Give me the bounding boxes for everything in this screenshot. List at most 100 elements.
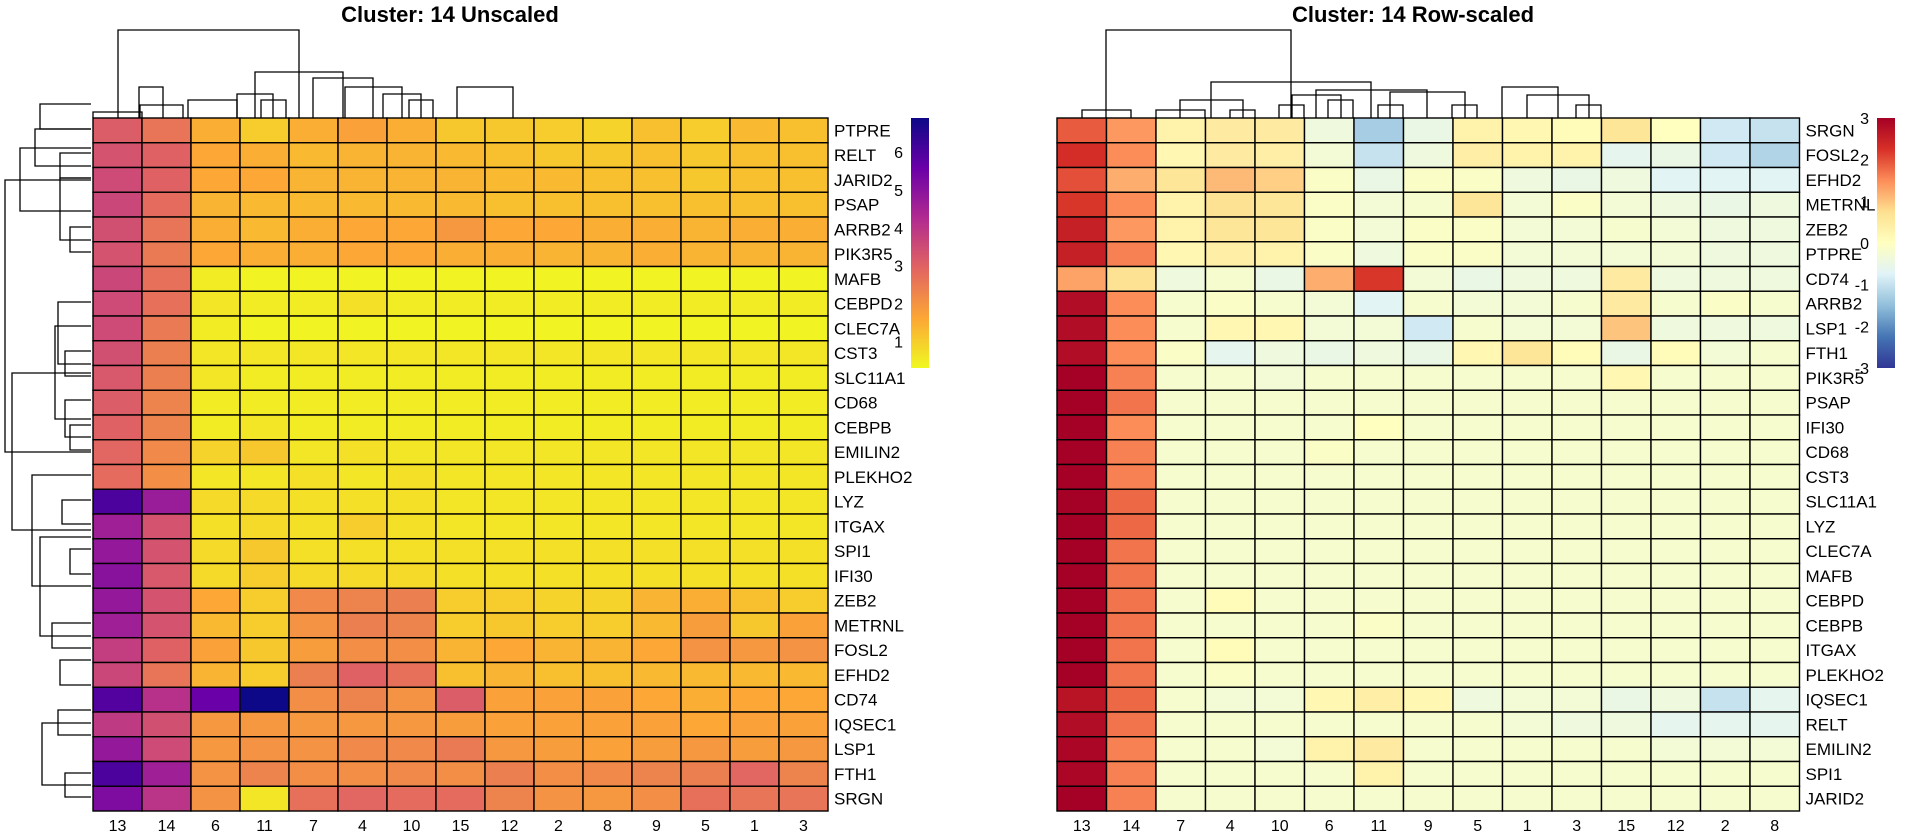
heatmap-cell [1353, 166, 1405, 193]
heatmap-cell [582, 340, 633, 367]
heatmap-cell [729, 439, 780, 466]
row-label: CST3 [834, 344, 877, 363]
heatmap-cell [435, 191, 486, 218]
heatmap-cell [239, 340, 290, 367]
heatmap-cell [190, 191, 241, 218]
row-label: PTPRE [834, 121, 891, 140]
heatmap-cell [533, 290, 584, 317]
heatmap-cell [1699, 389, 1751, 416]
heatmap-cell [1254, 637, 1306, 664]
heatmap-cell [1056, 389, 1108, 416]
heatmap-cell [141, 562, 192, 589]
heatmap-cell [729, 661, 780, 688]
heatmap-cell [778, 562, 829, 589]
heatmap-cell [1056, 463, 1108, 490]
row-label: ZEB2 [1806, 220, 1849, 239]
heatmap-cell [1501, 117, 1553, 144]
heatmap-cell [141, 439, 192, 466]
heatmap-cell [1699, 340, 1751, 367]
heatmap-cell [92, 340, 143, 367]
heatmap-cell [288, 612, 339, 639]
heatmap-cell [386, 315, 437, 342]
heatmap-cell [778, 488, 829, 515]
heatmap-cell [533, 488, 584, 515]
heatmap-cell [1353, 538, 1405, 565]
heatmap-cell [778, 612, 829, 639]
heatmap-cell [1600, 538, 1652, 565]
heatmap-cell [1204, 142, 1256, 169]
heatmap-cell [1749, 364, 1801, 391]
heatmap-cell [1402, 538, 1454, 565]
heatmap-cell [141, 191, 192, 218]
row-label: METRNL [834, 616, 904, 635]
heatmap-cell [190, 488, 241, 515]
heatmap-cell [533, 389, 584, 416]
color-bar-tick-label: 1 [1860, 194, 1869, 211]
heatmap-cell [1254, 463, 1306, 490]
heatmap-cell [778, 265, 829, 292]
heatmap-cell [1650, 389, 1702, 416]
heatmap-cell [337, 166, 388, 193]
heatmap-cell [337, 241, 388, 268]
heatmap-cell [190, 513, 241, 540]
heatmap-cell [1699, 587, 1751, 614]
heatmap-cell [1600, 661, 1652, 688]
heatmap-cell [1204, 389, 1256, 416]
heatmap-cell [1155, 562, 1207, 589]
heatmap-cell [1749, 463, 1801, 490]
row-label: LSP1 [834, 740, 876, 759]
heatmap-cell [1303, 736, 1355, 763]
heatmap-cell [1402, 686, 1454, 713]
heatmap-cell [92, 587, 143, 614]
row-label: FOSL2 [1806, 146, 1860, 165]
heatmap-cell [680, 241, 731, 268]
heatmap-cell [1749, 637, 1801, 664]
heatmap-cell [435, 661, 486, 688]
heatmap-cell [1254, 290, 1306, 317]
heatmap-cell [1056, 191, 1108, 218]
heatmap-cell [1650, 290, 1702, 317]
heatmap-cell [337, 587, 388, 614]
heatmap-cell [533, 736, 584, 763]
heatmap-cell [1501, 513, 1553, 540]
heatmap-cell [1056, 760, 1108, 787]
heatmap-cell [1749, 686, 1801, 713]
heatmap-cell [1699, 241, 1751, 268]
heatmap-cell [1749, 166, 1801, 193]
heatmap-cell [386, 389, 437, 416]
heatmap-cell [1155, 463, 1207, 490]
heatmap-cell [435, 711, 486, 738]
heatmap-cell [1155, 414, 1207, 441]
heatmap-cell [1452, 216, 1504, 243]
heatmap-cell [288, 587, 339, 614]
heatmap-cell [1749, 439, 1801, 466]
heatmap-cell [1402, 166, 1454, 193]
row-label: IFI30 [1806, 418, 1845, 437]
heatmap-cell [1402, 463, 1454, 490]
row-label: EMILIN2 [1806, 740, 1872, 759]
heatmap-cell [1155, 637, 1207, 664]
row-label: MAFB [1806, 567, 1853, 586]
heatmap-cell [1204, 488, 1256, 515]
heatmap-cell [1402, 661, 1454, 688]
heatmap-cell [337, 686, 388, 713]
heatmap-cell [1699, 637, 1751, 664]
heatmap-cell [484, 785, 535, 812]
heatmap-cell [1551, 562, 1603, 589]
heatmap-cell [190, 414, 241, 441]
heatmap-cell [1155, 166, 1207, 193]
heatmap-cell [435, 389, 486, 416]
heatmap-cell [1501, 315, 1553, 342]
row-label: SPI1 [1806, 765, 1843, 784]
heatmap-cell [533, 265, 584, 292]
heatmap-cell [1254, 661, 1306, 688]
color-bar-tick-label: 6 [894, 145, 903, 162]
heatmap-cell [1303, 785, 1355, 812]
color-bar-tick-label: 3 [894, 259, 903, 276]
heatmap-cell [680, 587, 731, 614]
heatmap-cell [1105, 736, 1157, 763]
heatmap-cell [1501, 265, 1553, 292]
heatmap-cell [1105, 364, 1157, 391]
heatmap-cell [1650, 562, 1702, 589]
column-label: 9 [1424, 818, 1433, 835]
